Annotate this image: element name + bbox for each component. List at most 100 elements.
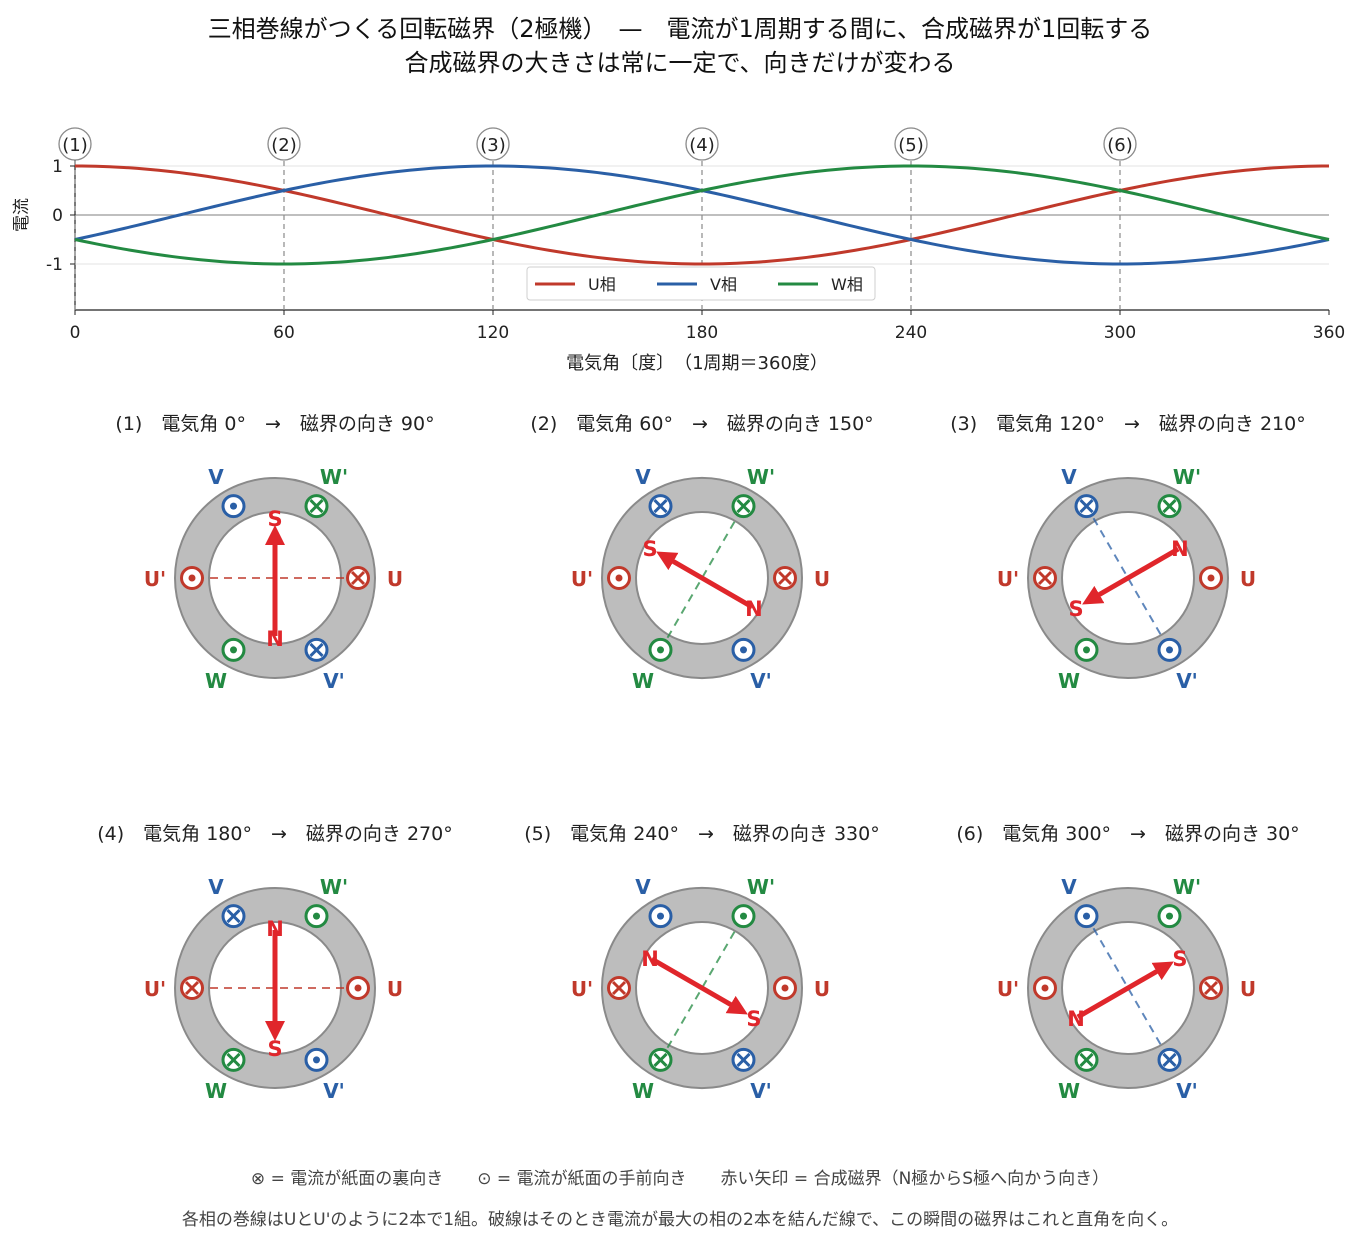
stator-ring — [1026, 887, 1230, 1089]
slot-u-into-icon — [773, 566, 797, 590]
x-tick-label: 60 — [273, 323, 295, 343]
slot-v-out-icon — [1074, 904, 1099, 929]
instant-marker-label: (1) — [62, 135, 88, 156]
south-pole-label: S — [1068, 597, 1083, 621]
legend-label: W相 — [831, 275, 863, 294]
stator-ring — [1026, 477, 1230, 679]
slot-wp-into-icon — [1157, 494, 1182, 519]
slot-u-into-icon — [1199, 976, 1223, 1000]
figure-subtitle: 合成磁界の大きさは常に一定で、向きだけが変わる — [404, 49, 956, 77]
y-axis-label: 電流 — [12, 198, 32, 232]
y-tick-label: -1 — [46, 255, 63, 275]
dot-mark — [740, 912, 747, 920]
slot-up-out-icon — [180, 566, 204, 590]
slot-w-out-icon — [648, 637, 673, 662]
slot-wp-out-icon — [304, 904, 329, 929]
dot-mark — [230, 646, 237, 654]
phase-label-u: U — [814, 977, 830, 1001]
dot-mark — [740, 646, 747, 654]
slot-up-out-icon — [607, 566, 631, 590]
slot-v-into-icon — [221, 904, 246, 929]
instant-marker-circle — [267, 127, 301, 161]
cross-stroke — [1162, 1052, 1177, 1067]
slot-vp-out-icon — [731, 637, 756, 662]
x-tick-label: 360 — [1313, 323, 1345, 343]
instant-marker-label: (2) — [271, 135, 297, 156]
dot-mark — [188, 574, 196, 582]
field-arrow — [1076, 961, 1174, 1020]
symbol-legend: ⊗ = 電流が紙面の裏向き ⊙ = 電流が紙面の手前向き 赤い矢印 = 合成磁界… — [250, 1169, 1110, 1189]
cross-stroke — [653, 499, 668, 514]
dot-mark — [1166, 912, 1173, 920]
y-tick-label: 0 — [52, 206, 63, 226]
north-pole-label: N — [1171, 537, 1189, 561]
slot-u-out-icon — [346, 976, 370, 1000]
panel-caption: (2) 電気角 60° → 磁界の向き 150° — [530, 413, 873, 435]
stator-panel: (6) 電気角 300° → 磁界の向き 30° N S U W' V U' W V' — [956, 823, 1299, 1103]
stator-ring — [600, 477, 804, 679]
phase-label-vp: V' — [1176, 1079, 1198, 1103]
dot-mark — [354, 984, 362, 992]
slot-vp-out-icon — [1157, 637, 1182, 662]
phase-label-w: W — [1058, 669, 1080, 693]
cross-stroke — [736, 499, 751, 514]
slot-u-out-icon — [1199, 566, 1223, 590]
dot-mark — [781, 984, 789, 992]
dot-mark — [1083, 646, 1090, 654]
figure-canvas: (1) (2) (3) (4) (5) (6) 0 60 120 180 240 300 360 1 0 -1… — [12, 127, 1345, 1103]
cross-stroke — [736, 1052, 751, 1067]
dot-mark — [230, 502, 237, 510]
panel-caption: (6) 電気角 300° → 磁界の向き 30° — [956, 823, 1299, 845]
phase-label-vp: V' — [750, 669, 772, 693]
north-pole-label: N — [745, 597, 763, 621]
cross-stroke — [1203, 980, 1219, 996]
phase-label-wp: W' — [747, 465, 775, 489]
phase-label-wp: W' — [1173, 465, 1201, 489]
phase-label-vp: V' — [323, 669, 345, 693]
slot-vp-into-icon — [1157, 1047, 1182, 1072]
stator-panel: (1) 電気角 0° → 磁界の向き 90° N S U W' V U' W V' — [115, 413, 434, 693]
phase-label-v: V — [208, 465, 224, 489]
instant-marker-circle — [1103, 127, 1137, 161]
slot-w-out-icon — [1074, 637, 1099, 662]
slot-w-into-icon — [221, 1047, 246, 1072]
cross-stroke — [1162, 499, 1177, 514]
slot-v-into-icon — [1074, 494, 1099, 519]
phase-label-wp: W' — [1173, 875, 1201, 899]
phase-label-w: W — [1058, 1079, 1080, 1103]
stator-ring — [600, 887, 804, 1089]
cross-stroke — [226, 1052, 241, 1067]
phase-label-u: U — [1240, 567, 1256, 591]
phase-label-up: U' — [571, 977, 593, 1001]
north-pole-label: N — [266, 917, 284, 941]
phase-label-wp: W' — [747, 875, 775, 899]
x-tick-label: 120 — [477, 323, 509, 343]
north-pole-label: N — [266, 627, 284, 651]
x-axis-label: 電気角〔度〕 （1周期＝360度） — [566, 353, 828, 374]
phase-label-u: U — [387, 567, 403, 591]
field-arrow — [1082, 546, 1180, 605]
slot-vp-into-icon — [731, 1047, 756, 1072]
figure-title: 三相巻線がつくる回転磁界（2極機） — 電流が1周期する間に、合成磁界が1回転す… — [207, 15, 1153, 43]
cross-stroke — [611, 980, 627, 996]
cross-stroke — [1079, 1052, 1094, 1067]
slot-up-into-icon — [180, 976, 204, 1000]
dot-mark — [615, 574, 623, 582]
cross-stroke — [1079, 499, 1094, 514]
panel-caption: (5) 電気角 240° → 磁界の向き 330° — [524, 823, 879, 845]
south-pole-label: S — [1172, 947, 1187, 971]
instant-marker-circle — [894, 127, 928, 161]
stator-panel: (4) 電気角 180° → 磁界の向き 270° N S U W' V U' W V' — [97, 823, 452, 1103]
dot-mark — [657, 912, 664, 920]
legend-label: U相 — [588, 275, 616, 294]
slot-wp-out-icon — [1157, 904, 1182, 929]
cross-stroke — [1037, 570, 1053, 586]
phase-label-w: W — [205, 669, 227, 693]
slot-up-into-icon — [607, 976, 631, 1000]
dot-mark — [313, 1056, 320, 1064]
instant-marker-label: (6) — [1107, 135, 1133, 156]
instant-marker-circle — [685, 127, 719, 161]
x-tick-label: 180 — [686, 323, 718, 343]
south-pole-label: S — [746, 1007, 761, 1031]
